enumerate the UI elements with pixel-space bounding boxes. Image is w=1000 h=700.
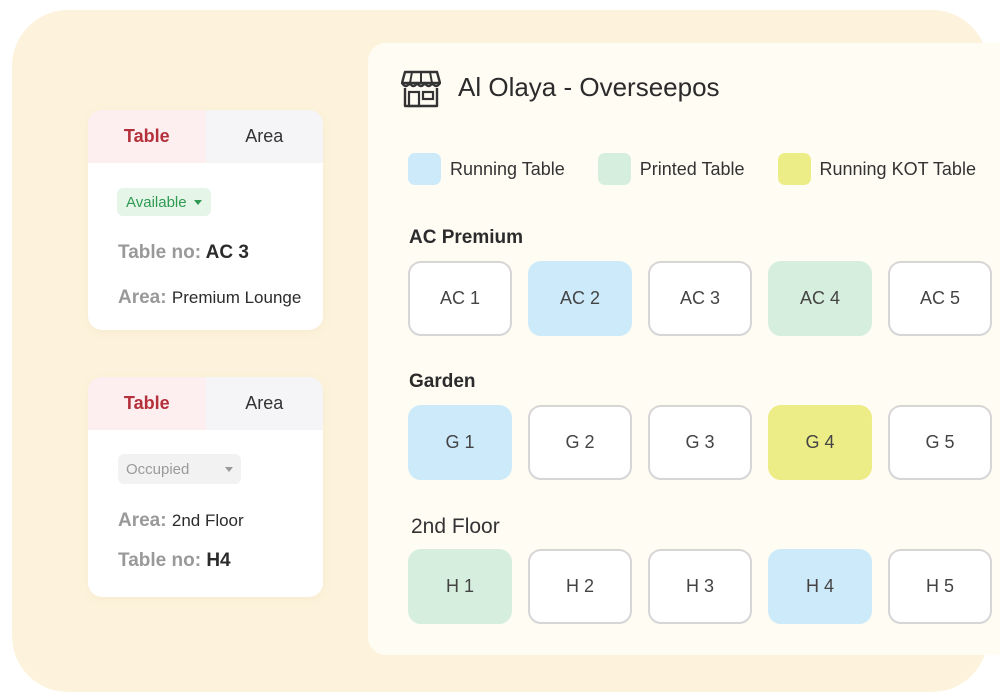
card-body: Occupied Area: 2nd Floor Table no: H4 — [88, 430, 323, 597]
area-label: Area: — [118, 510, 172, 531]
caret-down-icon — [193, 199, 202, 205]
table-number-label: Table no: — [118, 550, 207, 571]
table-button[interactable]: H 5 — [888, 549, 992, 624]
table-button[interactable]: AC 3 — [648, 261, 752, 336]
card-tabs: Table Area — [88, 377, 323, 430]
table-button[interactable]: AC 4 — [768, 261, 872, 336]
page-title: Al Olaya - Overseepos — [458, 72, 720, 102]
status-dropdown[interactable]: Occupied — [118, 454, 241, 484]
legend-item-printed: Printed Table — [597, 153, 745, 185]
legend-item-running: Running Table — [408, 153, 565, 185]
area-value: 2nd Floor — [171, 511, 244, 530]
store-icon — [401, 70, 441, 108]
area-label: Area: — [118, 287, 172, 308]
legend-swatch-kot — [777, 153, 811, 185]
table-number-line: Table no: H4 — [118, 550, 231, 572]
table-number-value: H4 — [206, 550, 231, 571]
legend-label: Running KOT Table — [819, 158, 976, 179]
table-info-card-occupied: Table Area Occupied Area: 2nd Floor Tabl… — [88, 377, 323, 597]
area-line: Area: 2nd Floor — [118, 510, 244, 532]
table-button[interactable]: G 2 — [528, 405, 632, 480]
table-map-panel: Al Olaya - Overseepos Running Table Prin… — [368, 43, 1000, 655]
tab-table[interactable]: Table — [88, 377, 206, 430]
table-row-garden: G 1 G 2 G 3 G 4 G 5 — [408, 405, 1000, 480]
legend-label: Running Table — [450, 158, 565, 179]
area-line: Area: Premium Lounge — [118, 287, 301, 309]
status-dropdown[interactable]: Available — [117, 188, 211, 216]
tab-table[interactable]: Table — [88, 110, 206, 163]
section-title-2nd-floor: 2nd Floor — [411, 515, 500, 538]
table-button[interactable]: H 2 — [528, 549, 632, 624]
legend-swatch-printed — [597, 153, 631, 185]
legend-label: Printed Table — [639, 158, 745, 179]
table-row-ac-premium: AC 1 AC 2 AC 3 AC 4 AC 5 — [408, 261, 1000, 336]
card-tabs: Table Area — [88, 110, 323, 163]
status-legend: Running Table Printed Table Running KOT … — [408, 153, 1000, 185]
tab-area[interactable]: Area — [205, 377, 323, 430]
table-number-label: Table no: — [118, 242, 206, 263]
table-info-card-available: Table Area Available Table no: AC 3 Area… — [88, 110, 323, 330]
table-button[interactable]: G 3 — [648, 405, 752, 480]
table-button[interactable]: G 4 — [768, 405, 872, 480]
card-body: Available Table no: AC 3 Area: Premium L… — [88, 163, 323, 330]
section-title-garden: Garden — [409, 371, 476, 392]
status-label: Occupied — [126, 460, 190, 478]
table-button[interactable]: G 5 — [888, 405, 992, 480]
table-row-2nd-floor: H 1 H 2 H 3 H 4 H 5 — [408, 549, 1000, 624]
table-button[interactable]: H 1 — [408, 549, 512, 624]
table-button[interactable]: H 4 — [768, 549, 872, 624]
table-button[interactable]: AC 2 — [528, 261, 632, 336]
area-value: Premium Lounge — [171, 288, 302, 307]
table-button[interactable]: AC 1 — [408, 261, 512, 336]
status-label: Available — [126, 193, 187, 211]
legend-swatch-running — [408, 153, 441, 185]
section-title-ac-premium: AC Premium — [409, 227, 524, 248]
table-number-value: AC 3 — [205, 242, 249, 263]
table-number-line: Table no: AC 3 — [118, 242, 249, 264]
table-button[interactable]: AC 5 — [888, 261, 992, 336]
tab-area[interactable]: Area — [205, 110, 323, 163]
caret-down-icon — [225, 466, 233, 472]
legend-item-kot: Running KOT Table — [777, 153, 976, 185]
table-button[interactable]: G 1 — [408, 405, 512, 480]
table-button[interactable]: H 3 — [648, 549, 752, 624]
